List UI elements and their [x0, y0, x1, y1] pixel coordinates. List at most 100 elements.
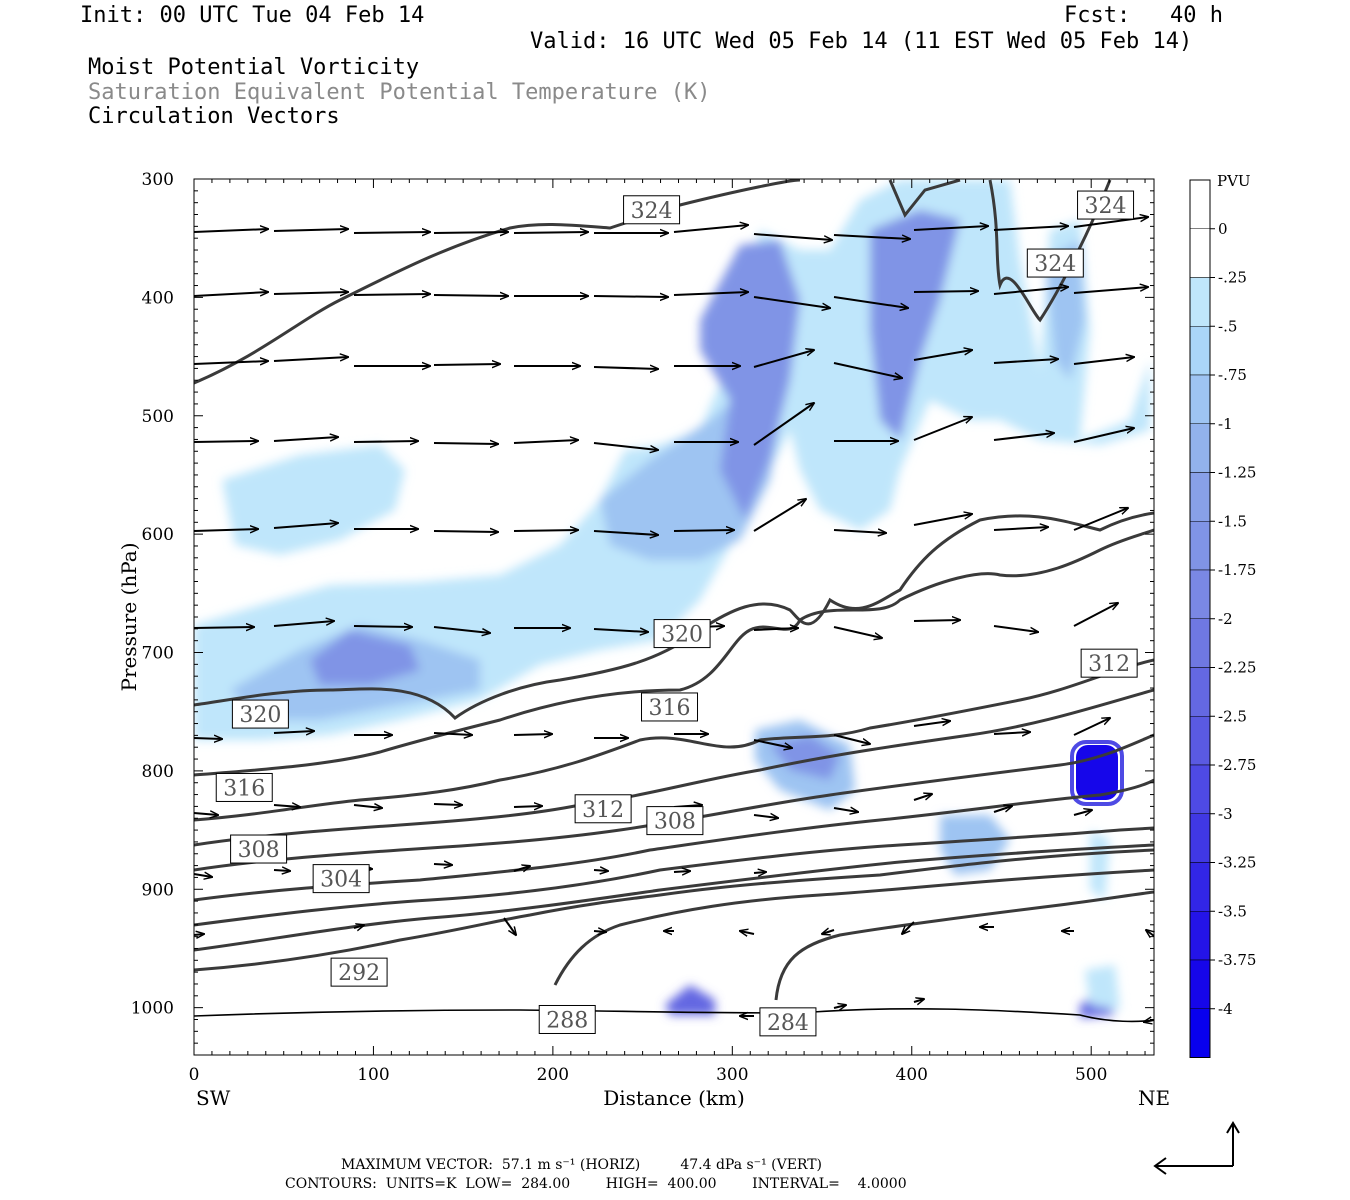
- vector-arrow: [753, 739, 792, 748]
- vector-arrow: [753, 628, 798, 630]
- colorbar-swatch: [1189, 716, 1211, 766]
- colorbar-swatch: [1189, 764, 1211, 814]
- colorbar-level-label: -.5: [1218, 317, 1237, 335]
- contour-label-box: [1026, 248, 1084, 278]
- contour-label-text: 320: [239, 703, 281, 728]
- contour-label-text: 308: [238, 838, 280, 863]
- vector-arrow: [433, 626, 490, 633]
- vector-arrow: [353, 925, 364, 928]
- y-axis-label: Pressure (hPa): [117, 543, 141, 692]
- contour-label: 316: [215, 772, 273, 802]
- colorbar-level-label: -3.75: [1218, 951, 1256, 969]
- vector-arrow: [993, 527, 1048, 530]
- colorbar-swatch: [1189, 228, 1211, 278]
- vector-arrow: [513, 440, 578, 443]
- colorbar-level-label: -3: [1218, 805, 1233, 823]
- colorbar-swatch: [1189, 179, 1211, 229]
- contour-label: 320: [653, 619, 711, 649]
- vector-arrow: [193, 361, 268, 364]
- contour-label-text: 320: [661, 623, 703, 648]
- contour-label-text: 304: [320, 868, 362, 893]
- vector-arrow: [513, 530, 578, 531]
- colorbar-units: PVU: [1217, 172, 1251, 190]
- y-tick-label: 600: [142, 525, 174, 545]
- vector-arrow: [433, 531, 498, 532]
- contour-label-box: [574, 794, 632, 824]
- contour-288: [553, 868, 1154, 986]
- vector-arrow: [193, 529, 258, 531]
- vector-arrow: [593, 530, 658, 535]
- vector-arrow: [833, 734, 870, 744]
- vector-arrow: [833, 296, 908, 308]
- vector-arrow: [433, 364, 500, 365]
- vector-arrow: [433, 443, 498, 444]
- vector-arrow: [593, 296, 668, 297]
- mpv-region-west-blob: [222, 445, 405, 555]
- colorbar-swatch: [1189, 374, 1211, 424]
- vector-arrow: [753, 499, 806, 532]
- vector-arrow: [753, 296, 830, 308]
- contour-label: 284: [759, 1007, 817, 1037]
- vector-arrow: [913, 226, 988, 231]
- vector-arrow: [833, 530, 886, 533]
- x-tick-label: 400: [896, 1065, 928, 1085]
- vector-arrow: [753, 403, 814, 446]
- contour-label-text: 316: [649, 696, 691, 721]
- vector-arrow: [673, 225, 748, 233]
- vector-arrow: [993, 433, 1054, 441]
- colorbar-swatch: [1189, 423, 1211, 473]
- field-title-vectors: Circulation Vectors: [88, 104, 340, 129]
- x-tick-label: 100: [357, 1065, 389, 1085]
- vector-arrow: [193, 934, 204, 935]
- x-axis-ne-label: NE: [1138, 1086, 1170, 1110]
- vector-arrow: [193, 738, 222, 739]
- y-tick-label: 400: [142, 288, 174, 308]
- colorbar-level-label: -1.25: [1218, 464, 1256, 482]
- field-title-theta-es: Saturation Equivalent Potential Temperat…: [88, 80, 711, 105]
- colorbar-level-label: -2.75: [1218, 756, 1256, 774]
- contour-label: 324: [1077, 190, 1135, 220]
- contour-label-text: 324: [1034, 252, 1076, 277]
- contour-312: [194, 688, 1154, 847]
- vector-arrow: [273, 229, 348, 231]
- vector-arrow: [902, 921, 915, 934]
- vector-arrow: [673, 530, 734, 531]
- colorbar-level-label: -3.25: [1218, 854, 1256, 872]
- contour-label: 316: [641, 692, 699, 722]
- vector-arrow: [822, 930, 835, 934]
- contour-label-box: [646, 806, 704, 836]
- mpv-region-core-400: [870, 210, 960, 440]
- vector-arrow: [513, 806, 542, 807]
- contour-label-box: [312, 864, 370, 894]
- y-tick-label: 500: [142, 407, 174, 427]
- vector-arrow: [273, 292, 348, 294]
- vector-arrow: [593, 367, 658, 369]
- colorbar-level-label: -2.5: [1218, 707, 1247, 725]
- vector-arrow: [1144, 1020, 1155, 1022]
- colorbar-swatch: [1189, 667, 1211, 717]
- colorbar-level-label: -2.25: [1218, 659, 1256, 677]
- colorbar-swatch: [1189, 521, 1211, 571]
- vector-arrow: [833, 234, 910, 239]
- vector-arrow: [833, 1005, 846, 1008]
- vector-arrow: [433, 295, 508, 296]
- vector-arrow: [513, 866, 530, 871]
- mpv-region-core-350: [700, 240, 800, 520]
- contour-label-box: [641, 692, 699, 722]
- vector-arrow: [273, 437, 338, 442]
- vector-arrow: [353, 232, 430, 233]
- vector-arrow: [503, 917, 516, 935]
- vector-arrow: [513, 734, 552, 735]
- contour-label: 288: [538, 1004, 596, 1034]
- vector-arrow: [1146, 930, 1154, 936]
- contour-labels: 324 324 324 320 320 316 316 312 312 308 308 304 292 2…: [215, 190, 1138, 1037]
- colorbar-level-label: 0: [1218, 220, 1228, 238]
- contour-296: [194, 843, 1154, 952]
- reference-vector-horizontal: [1153, 1157, 1233, 1175]
- contour-label-box: [538, 1004, 596, 1034]
- vector-arrow: [1073, 217, 1148, 228]
- vector-arrow: [1073, 357, 1134, 365]
- contour-label: 304: [312, 864, 370, 894]
- contour-label-box: [215, 772, 273, 802]
- contour-label: 292: [330, 957, 388, 987]
